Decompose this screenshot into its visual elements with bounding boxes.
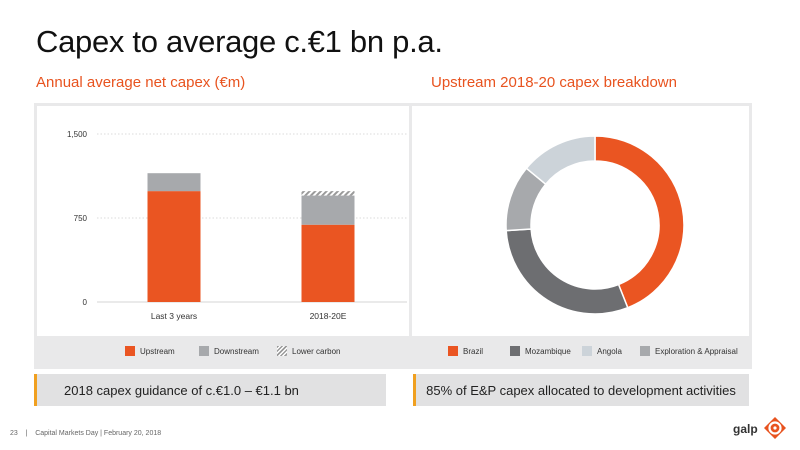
galp-logo: galp — [733, 414, 789, 444]
bar-segment-upstream — [301, 224, 355, 302]
legend-swatch-upstream — [125, 346, 135, 356]
legend-swatch-lower-carbon — [277, 346, 287, 356]
logo-mark-icon — [764, 417, 786, 439]
right-subtitle: Upstream 2018-20 capex breakdown — [431, 74, 677, 91]
left-subtitle: Annual average net capex (€m) — [36, 74, 246, 91]
legend-swatch-angola — [582, 346, 592, 356]
x-tick-label: Last 3 years — [151, 311, 197, 321]
legend-item-downstream: Downstream — [199, 346, 259, 356]
footer-separator: | — [25, 430, 28, 437]
legend-swatch-brazil — [448, 346, 458, 356]
legend-label-angola: Angola — [597, 346, 622, 356]
x-tick-label: 2018-20E — [310, 311, 347, 321]
legend-label-exploration: Exploration & Appraisal — [655, 346, 738, 356]
left-callout: 2018 capex guidance of c.€1.0 – €1.1 bn — [34, 374, 386, 406]
footer-text: Capital Markets Day | February 20, 2018 — [35, 430, 162, 437]
bar-chart: 0 750 1,500 Last 3 years 2018-20E — [67, 130, 407, 321]
donut-chart — [505, 135, 685, 315]
donut-chart-panel: Brazil Mozambique Angola Exploration & A… — [412, 103, 752, 369]
donut-slice-brazil — [594, 135, 685, 309]
legend-label-downstream: Downstream — [214, 346, 259, 356]
donut-legend: Brazil Mozambique Angola Exploration & A… — [412, 336, 749, 366]
bar-segment-lower-carbon — [301, 191, 355, 196]
y-tick-label: 1,500 — [67, 130, 88, 139]
right-callout: 85% of E&P capex allocated to developmen… — [413, 374, 749, 406]
bar-segment-downstream — [147, 173, 201, 192]
legend-label-mozambique: Mozambique — [525, 346, 571, 356]
legend-item-mozambique: Mozambique — [510, 346, 571, 356]
legend-swatch-exploration — [640, 346, 650, 356]
bar-legend: Upstream Downstream Lower carbon — [37, 336, 409, 366]
legend-swatch-mozambique — [510, 346, 520, 356]
legend-item-angola: Angola — [582, 346, 622, 356]
footer: 23 | Capital Markets Day | February 20, … — [10, 430, 161, 437]
right-callout-bar — [413, 374, 416, 406]
page-number: 23 — [10, 430, 18, 437]
legend-item-brazil: Brazil — [448, 346, 483, 356]
legend-label-upstream: Upstream — [140, 346, 175, 356]
right-callout-text: 85% of E&P capex allocated to developmen… — [426, 382, 736, 398]
legend-label-lower-carbon: Lower carbon — [292, 346, 341, 356]
y-tick-label: 0 — [83, 298, 88, 307]
legend-item-upstream: Upstream — [125, 346, 175, 356]
bar-segment-downstream — [301, 195, 355, 225]
left-callout-text: 2018 capex guidance of c.€1.0 – €1.1 bn — [64, 382, 299, 398]
legend-item-lower-carbon: Lower carbon — [277, 346, 340, 356]
donut-slice-angola — [525, 135, 596, 186]
y-tick-label: 750 — [74, 214, 88, 223]
bar-chart-panel: 0 750 1,500 Last 3 years 2018-20E Upstream D… — [34, 103, 412, 369]
slide-title: Capex to average c.€1 bn p.a. — [36, 24, 443, 59]
left-callout-bar — [34, 374, 37, 406]
legend-label-brazil: Brazil — [463, 346, 484, 356]
legend-item-exploration: Exploration & Appraisal — [640, 346, 738, 356]
logo-wordmark: galp — [733, 422, 758, 436]
legend-swatch-downstream — [199, 346, 209, 356]
bar-segment-upstream — [147, 191, 201, 302]
donut-slice-mozambique — [505, 228, 629, 315]
